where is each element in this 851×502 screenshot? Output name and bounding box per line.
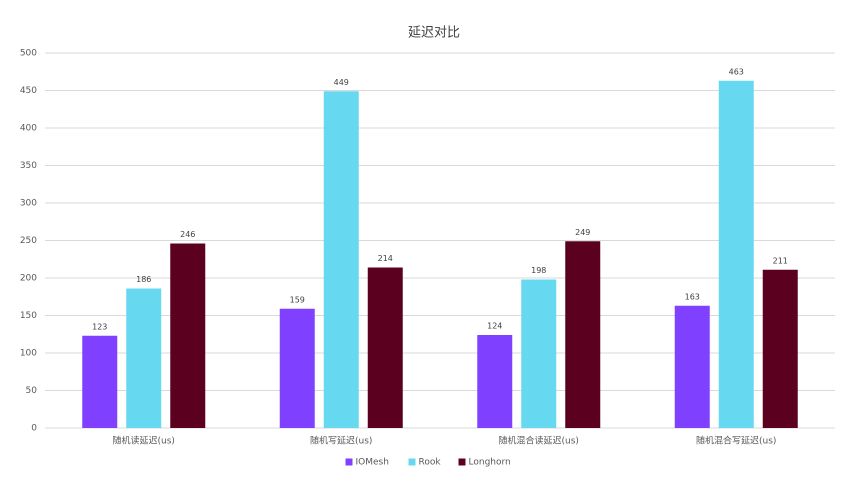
bar	[170, 243, 206, 428]
y-tick-label: 200	[20, 274, 37, 284]
y-tick-label: 150	[20, 311, 37, 321]
value-label: 211	[773, 256, 788, 265]
y-tick-label: 100	[20, 349, 37, 359]
value-label: 214	[378, 254, 393, 263]
y-tick-label: 500	[20, 49, 37, 59]
chart-title: 延迟对比	[408, 26, 460, 41]
legend-swatch	[408, 458, 416, 466]
y-tick-label: 450	[20, 86, 37, 96]
value-label: 124	[487, 322, 502, 331]
legend-label: Rook	[419, 458, 442, 468]
value-label: 123	[92, 322, 107, 331]
legend-label: Longhorn	[469, 458, 511, 468]
legend-label: IOMesh	[356, 458, 389, 468]
legend-swatch	[458, 458, 466, 466]
y-tick-label: 0	[31, 424, 37, 434]
bar	[565, 241, 601, 428]
x-tick-label: 随机写延迟(us)	[310, 435, 372, 447]
bar	[674, 305, 710, 428]
y-tick-label: 300	[20, 199, 37, 209]
y-tick-label: 350	[20, 161, 37, 171]
value-label: 198	[531, 266, 546, 275]
value-label: 186	[136, 275, 151, 284]
bar	[762, 269, 798, 428]
bar	[126, 288, 162, 428]
legend-swatch	[345, 458, 353, 466]
bar	[521, 279, 557, 428]
y-tick-label: 400	[20, 124, 37, 134]
bar	[279, 308, 315, 428]
x-tick-label: 随机读延迟(us)	[113, 435, 175, 447]
bar	[718, 80, 754, 428]
value-label: 463	[729, 67, 744, 76]
bar	[477, 335, 513, 428]
y-tick-label: 50	[26, 386, 38, 396]
value-label: 159	[290, 295, 305, 304]
value-label: 249	[575, 228, 590, 237]
bar	[323, 91, 359, 428]
x-tick-label: 随机混合写延迟(us)	[696, 435, 776, 447]
y-tick-label: 250	[20, 236, 37, 246]
bar	[82, 335, 118, 428]
value-label: 246	[180, 230, 195, 239]
x-tick-label: 随机混合读延迟(us)	[499, 435, 579, 447]
bar	[367, 267, 403, 428]
value-label: 163	[685, 292, 700, 301]
value-label: 449	[334, 78, 349, 87]
